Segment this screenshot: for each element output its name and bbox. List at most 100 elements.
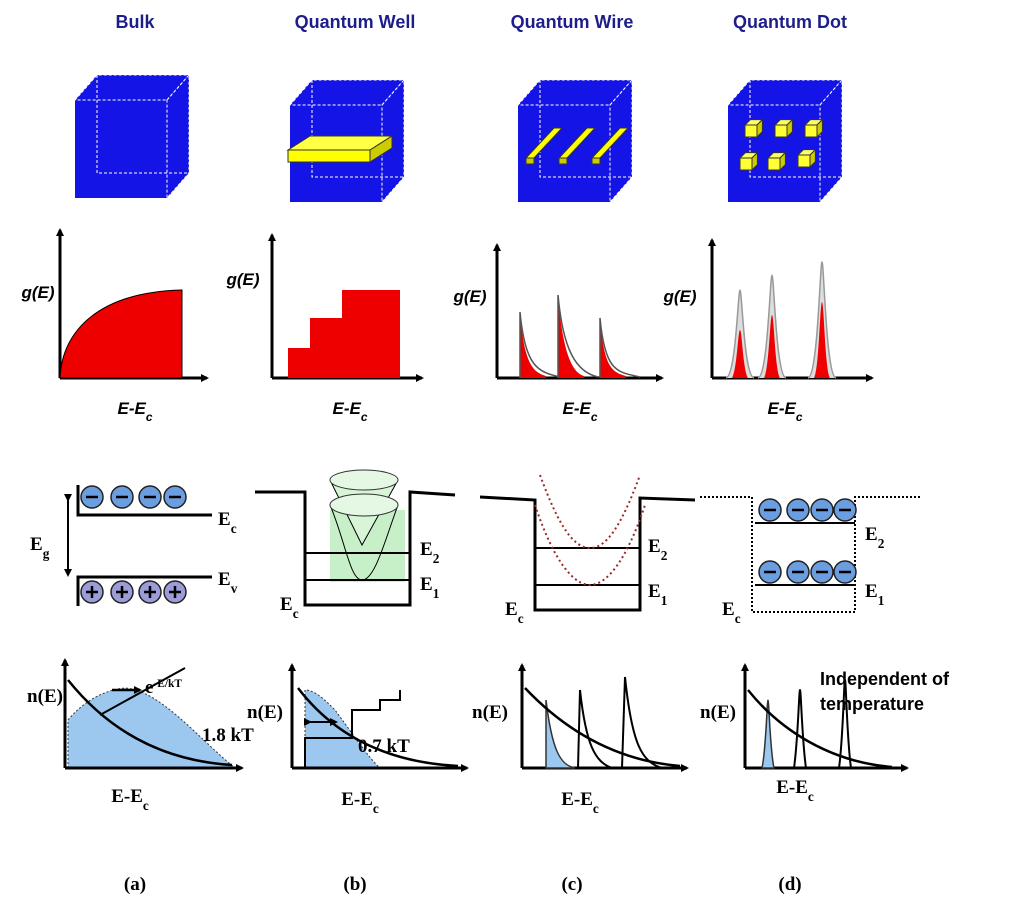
annotation: 0.7 kT	[358, 736, 410, 757]
dos-area	[60, 290, 182, 378]
label-part: c	[518, 611, 524, 626]
annotation: 1.8 kT	[202, 725, 254, 746]
label-part: E	[648, 536, 661, 557]
dispersion	[535, 505, 645, 585]
annotation: e-E/kT	[145, 677, 182, 698]
label-part: -E/kT	[153, 678, 182, 690]
dot-front	[745, 125, 757, 137]
label-part: 1	[878, 593, 885, 608]
dot-front	[798, 155, 810, 167]
label-part: E	[218, 569, 231, 590]
density-x-label: E-Ec	[776, 777, 814, 804]
band-label: E2	[648, 536, 668, 563]
label-part: c	[735, 611, 741, 626]
label-part: E	[865, 581, 878, 602]
column-title: Quantum Wire	[511, 12, 634, 32]
dos-y-label: g(E)	[452, 287, 486, 306]
density-peak	[546, 700, 575, 768]
label-part: E-E	[776, 777, 808, 798]
figure: Bulk(a)Quantum Well(b)Quantum Wire(c)Qua…	[0, 0, 1018, 905]
label-part: 2	[661, 548, 668, 563]
label-part: E-E	[563, 399, 592, 418]
cone-top	[330, 470, 398, 490]
cube-front	[75, 100, 167, 198]
density-peak	[794, 690, 806, 768]
label-part: E-E	[118, 399, 147, 418]
label-part: c	[591, 410, 598, 424]
dos-area	[288, 290, 400, 378]
density-x-label: E-Ec	[341, 789, 379, 816]
label-part: c	[808, 789, 814, 804]
label-part: c	[593, 801, 599, 816]
dot-front	[805, 125, 817, 137]
label-part: 2	[878, 536, 885, 551]
label-part: E-E	[111, 786, 143, 807]
dot-front	[740, 158, 752, 170]
label-part: E	[420, 574, 433, 595]
band-label: Eg	[30, 534, 50, 561]
dos-x-label: E-Ec	[768, 399, 803, 424]
label-part: c	[373, 801, 379, 816]
density-x-label: E-Ec	[561, 789, 599, 816]
annotation: temperature	[820, 694, 924, 714]
band-label: E2	[420, 539, 440, 566]
label-part: c	[231, 521, 237, 536]
label-part: c	[143, 798, 149, 813]
label-part: e	[145, 677, 153, 698]
band-label: Ec	[218, 509, 237, 536]
dispersion	[540, 475, 640, 548]
label-part: c	[796, 410, 803, 424]
label-part: 2	[433, 551, 440, 566]
label-part: c	[361, 410, 368, 424]
annotation: Independent of	[820, 669, 950, 689]
cone-top	[330, 494, 398, 516]
label-part: E	[865, 524, 878, 545]
band-label: Ec	[722, 599, 741, 626]
column-title: Quantum Dot	[733, 12, 847, 32]
band-label: E1	[648, 581, 667, 608]
label-part: E	[722, 599, 735, 620]
density-y-label: n(E)	[27, 686, 63, 707]
band-label: E2	[865, 524, 885, 551]
caption: (d)	[778, 874, 801, 895]
wire-end	[592, 158, 600, 164]
dos-x-label: E-Ec	[563, 399, 598, 424]
label-part: c	[146, 410, 153, 424]
label-part: E	[280, 594, 293, 615]
density-x-label: E-Ec	[111, 786, 149, 813]
dos-x-label: E-Ec	[333, 399, 368, 424]
label-part: E-E	[341, 789, 373, 810]
band-label: Ec	[505, 599, 524, 626]
dot-front	[775, 125, 787, 137]
caption: (b)	[343, 874, 366, 895]
label-part: E	[218, 509, 231, 530]
label-part: E	[505, 599, 518, 620]
well	[700, 497, 920, 612]
band-label: E1	[865, 581, 884, 608]
label-part: E-E	[333, 399, 362, 418]
label-part: 1	[661, 593, 668, 608]
column-title: Quantum Well	[295, 12, 416, 32]
dos-y-label: g(E)	[225, 270, 259, 289]
dos-peak	[558, 295, 584, 378]
label-part: v	[231, 581, 238, 596]
dos-y-label: g(E)	[662, 287, 696, 306]
density-y-label: n(E)	[472, 702, 508, 723]
dos-peak	[600, 318, 626, 378]
density-y-label: n(E)	[700, 702, 736, 723]
band-label: Ev	[218, 569, 238, 596]
dos-y-label: g(E)	[20, 283, 54, 302]
wire-end	[526, 158, 534, 164]
label-part: g	[43, 546, 50, 561]
well-front	[288, 150, 370, 162]
label-part: E-E	[768, 399, 797, 418]
label-part: E-E	[561, 789, 593, 810]
column-title: Bulk	[115, 12, 155, 32]
band-label: E1	[420, 574, 439, 601]
density-peak	[578, 690, 612, 768]
label-part: c	[293, 606, 299, 621]
label-part: 1	[433, 586, 440, 601]
label-part: E	[420, 539, 433, 560]
label-part: E	[648, 581, 661, 602]
label-part: E	[30, 534, 43, 555]
